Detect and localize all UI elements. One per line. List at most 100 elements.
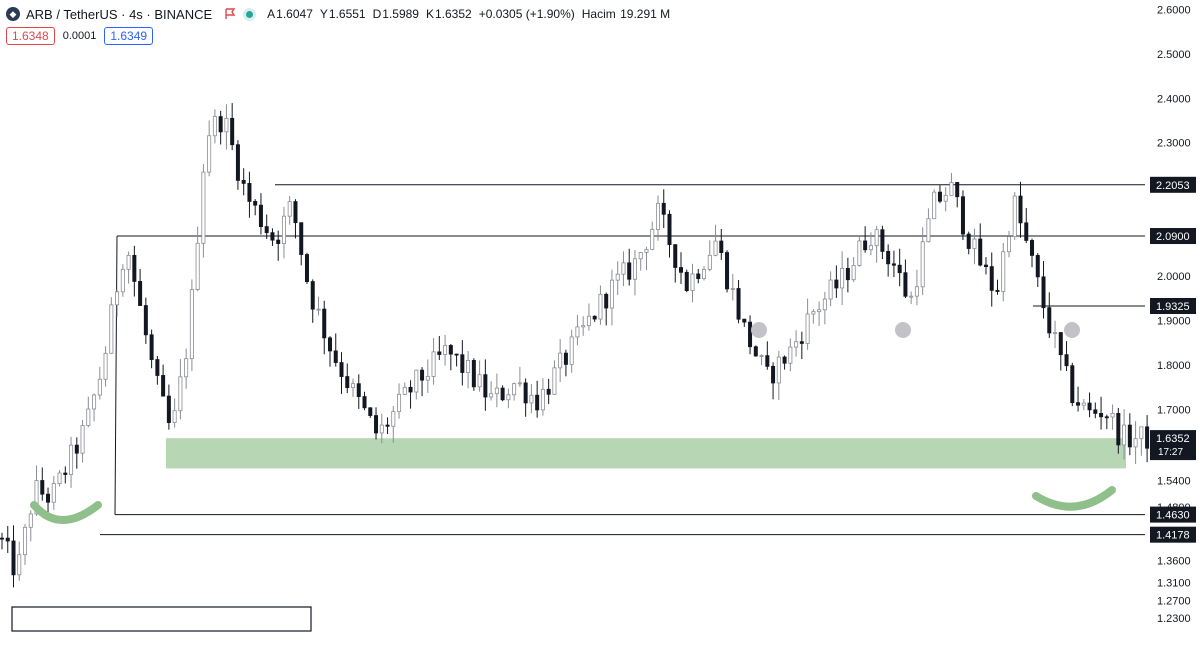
candle-body — [586, 315, 591, 326]
support-zone — [166, 438, 1126, 469]
candle-body — [345, 376, 350, 389]
candle-body — [1076, 402, 1081, 406]
candle-body — [235, 144, 240, 181]
last-price-badge-bg — [1150, 430, 1196, 461]
candle-body — [218, 116, 223, 133]
y-tick-label: 1.5400 — [1157, 475, 1191, 487]
level-badge-label: 1.4630 — [1156, 510, 1190, 522]
candle-body — [230, 117, 235, 146]
candle-body — [51, 483, 56, 503]
candle-body — [1018, 195, 1023, 224]
candle-body — [822, 298, 827, 311]
candle-body — [529, 394, 534, 404]
candle-body — [172, 410, 177, 423]
candle-body — [546, 388, 551, 395]
candle-body — [333, 350, 338, 363]
candle-body — [17, 554, 22, 576]
candle-body — [374, 415, 379, 434]
candle-body — [932, 191, 937, 220]
candle-body — [989, 266, 994, 291]
candle-body — [287, 201, 292, 217]
candle-body — [707, 254, 712, 270]
buy-price-button[interactable]: 1.6349 — [104, 27, 154, 45]
candle-body — [811, 311, 816, 315]
candle-body — [477, 374, 482, 388]
candle-body — [978, 238, 983, 266]
candle-body — [874, 229, 879, 247]
candle-body — [713, 240, 718, 256]
candle-body — [730, 288, 735, 290]
level-badge-bg — [1150, 176, 1196, 193]
candle-body — [995, 289, 1000, 292]
candle-body — [840, 268, 845, 289]
level-badge-label: 2.2053 — [1156, 180, 1190, 192]
candle-body — [609, 279, 614, 309]
candle-body — [1122, 424, 1127, 446]
candle-body — [195, 242, 200, 290]
candle-body — [725, 252, 730, 290]
candle-body — [1058, 332, 1063, 356]
market-open-dot-icon — [246, 10, 254, 18]
candle-body — [1035, 255, 1040, 278]
candle-body — [97, 378, 102, 396]
candle-body — [983, 264, 988, 268]
candle-body — [1087, 402, 1092, 411]
candle-body — [506, 394, 511, 401]
candle-body — [673, 244, 678, 268]
candle-body — [466, 360, 471, 373]
y-tick-label: 2.5000 — [1157, 49, 1191, 61]
candle-body — [1064, 354, 1069, 367]
candle-body — [155, 359, 160, 376]
candle-body — [397, 393, 402, 412]
candle-body — [368, 407, 373, 416]
candle-body — [736, 288, 741, 320]
candle-body — [1133, 438, 1138, 448]
candle-body — [281, 215, 286, 244]
change-value: +0.0305 (+1.90%) — [478, 7, 575, 21]
marker-dot — [751, 322, 767, 338]
candle-body — [310, 281, 315, 310]
candle-body — [914, 286, 919, 297]
flag-icon[interactable] — [224, 8, 236, 20]
candle-body — [696, 273, 701, 280]
candle-body — [483, 374, 488, 398]
candle-body — [512, 383, 517, 396]
candle-body — [909, 295, 914, 298]
candle-body — [138, 281, 143, 306]
arb-logo-icon: ◆ — [6, 7, 20, 21]
candle-body — [851, 265, 856, 281]
candle-body — [115, 291, 120, 306]
candle-body — [28, 513, 33, 528]
ohlc-values: A1.6047 Y1.6551 D1.5989 K1.6352 +0.0305 … — [267, 7, 670, 21]
last-price-label: 1.6352 — [1156, 433, 1190, 445]
candle-body — [880, 229, 885, 252]
candle-body — [955, 182, 960, 198]
y-tick-label: 1.9000 — [1157, 315, 1191, 327]
drawing-marks — [30, 322, 1116, 524]
candle-body — [57, 472, 62, 484]
candle-body — [966, 233, 971, 249]
candle-body — [178, 376, 183, 412]
symbol-title[interactable]: ARB / TetherUS · 4s · BINANCE — [26, 6, 213, 22]
y-tick-label: 2.4000 — [1157, 93, 1191, 105]
candle-body — [972, 238, 977, 249]
close-label: K — [425, 7, 434, 21]
highlight-curve-right — [1032, 486, 1116, 511]
candle-body — [650, 229, 655, 250]
candle-body — [523, 382, 528, 404]
candle-body — [661, 202, 666, 215]
candle-body — [212, 116, 217, 137]
sell-price-button[interactable]: 1.6348 — [6, 27, 55, 45]
level-badge-bg — [1150, 298, 1196, 315]
candle-body — [143, 305, 148, 336]
candle-body — [937, 191, 942, 202]
candle-body — [517, 382, 522, 385]
candle-body — [109, 304, 114, 354]
candle-body — [782, 356, 787, 364]
candle-body — [759, 355, 764, 358]
candle-body — [103, 352, 108, 380]
candle-body — [667, 213, 672, 246]
bottom-box-rect — [11, 606, 312, 632]
candle-body — [253, 201, 258, 206]
